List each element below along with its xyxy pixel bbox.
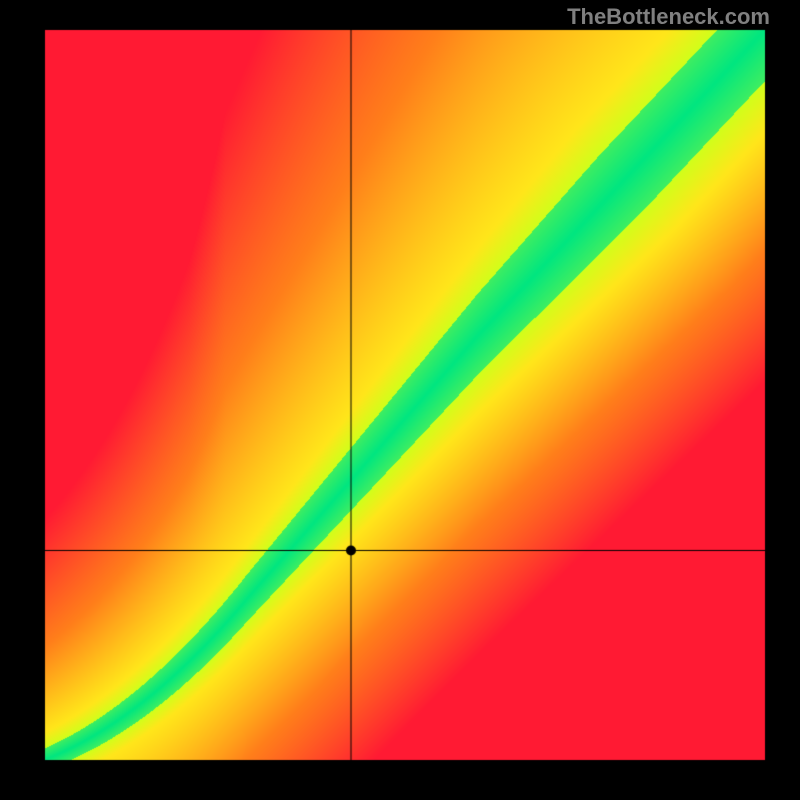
bottleneck-heatmap — [0, 0, 800, 800]
chart-container: TheBottleneck.com — [0, 0, 800, 800]
watermark-text: TheBottleneck.com — [567, 4, 770, 30]
